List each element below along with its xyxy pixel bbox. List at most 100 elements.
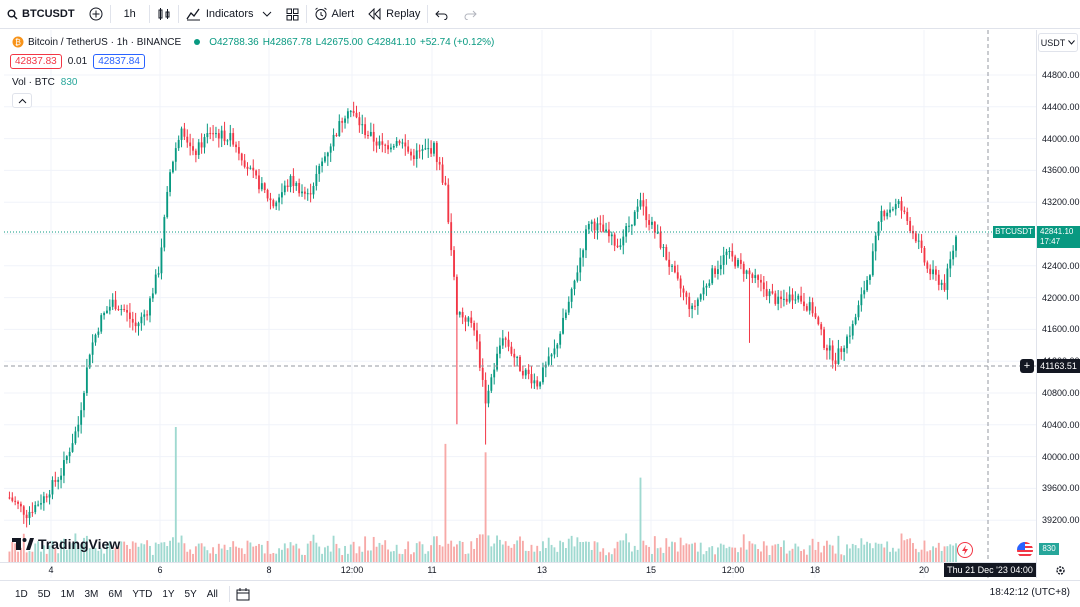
chart-legend: ₿ Bitcoin / TetherUS · 1h · BINANCE O427… — [12, 36, 494, 48]
candle-body — [415, 150, 418, 160]
candle-body — [533, 380, 536, 384]
volume-bar — [258, 543, 260, 562]
candle-body — [519, 356, 521, 371]
volume-bar — [828, 544, 831, 562]
volume-bar — [37, 541, 40, 562]
candle-body — [266, 190, 269, 199]
range-3m[interactable]: 3M — [84, 588, 99, 600]
candle-body — [780, 296, 782, 300]
undo-button[interactable] — [428, 0, 456, 28]
candle-body — [378, 141, 381, 146]
replay-button[interactable]: Replay — [361, 0, 427, 28]
candle-body — [51, 480, 54, 495]
layouts-button[interactable] — [279, 0, 306, 28]
volume-bar — [461, 541, 464, 562]
price-axis[interactable] — [1036, 30, 1080, 578]
price-chart[interactable] — [4, 30, 1036, 578]
volume-bar — [71, 543, 74, 562]
buy-button[interactable]: 42837.84 — [93, 54, 145, 69]
volume-bar — [628, 542, 630, 562]
candle-body — [298, 182, 301, 194]
candle-body — [470, 317, 473, 323]
candle-body — [401, 142, 404, 144]
candle-body — [860, 294, 863, 306]
candle-body — [315, 173, 318, 186]
range-5d[interactable]: 5D — [37, 588, 51, 600]
candle-body — [450, 222, 453, 251]
volume-bar — [636, 549, 639, 562]
candle-body — [91, 342, 94, 355]
indicators-button[interactable]: Indicators — [179, 0, 279, 28]
volume-bar — [625, 533, 628, 562]
volume-bar — [524, 550, 527, 562]
alert-button[interactable]: Alert — [307, 0, 362, 28]
range-5y[interactable]: 5Y — [184, 588, 197, 600]
compare-button[interactable] — [82, 0, 110, 28]
volume-bar — [410, 554, 412, 562]
volume-bar — [745, 549, 748, 562]
volume-bar — [212, 547, 215, 562]
collapse-legend-button[interactable] — [12, 93, 32, 108]
volume-bar — [507, 545, 510, 562]
redo-button[interactable] — [456, 0, 484, 28]
candle-body — [719, 264, 722, 270]
go-to-date-button[interactable] — [236, 587, 250, 601]
volume-bar — [85, 535, 88, 562]
volume-bar — [780, 546, 782, 562]
sell-button[interactable]: 42837.83 — [10, 54, 62, 69]
range-6m[interactable]: 6M — [108, 588, 123, 600]
range-ytd[interactable]: YTD — [132, 588, 153, 600]
chart-type-button[interactable] — [150, 0, 178, 28]
candle-body — [834, 360, 837, 365]
range-1y[interactable]: 1Y — [162, 588, 175, 600]
volume-bar — [739, 547, 742, 562]
volume-bar — [272, 553, 275, 562]
currency-selector[interactable]: USDT — [1038, 33, 1078, 52]
volume-bar — [154, 542, 157, 562]
tradingview-logo[interactable]: TradingView — [12, 536, 120, 552]
candle-body — [685, 292, 688, 297]
volume-bar — [278, 548, 280, 562]
candle-body — [427, 148, 430, 150]
candle-body — [671, 265, 673, 267]
candle-body — [645, 206, 648, 221]
chevron-down-icon — [1068, 40, 1076, 45]
volume-bar — [694, 542, 696, 562]
time-axis[interactable]: 4 6 8 12:00 11 13 15 12:00 18 20 — [0, 562, 1036, 579]
candle-body — [932, 269, 934, 275]
candle-body — [696, 299, 699, 307]
candle-body — [817, 317, 820, 325]
candles-icon — [158, 8, 170, 20]
divider — [427, 5, 429, 23]
chart-settings-button[interactable] — [1052, 562, 1068, 578]
candle-body — [435, 142, 438, 162]
candle-body — [295, 182, 298, 187]
range-1d[interactable]: 1D — [15, 588, 28, 600]
candle-body — [731, 250, 734, 257]
interval-button[interactable]: 1h — [111, 0, 149, 28]
symbol-search[interactable]: BTCUSDT — [0, 0, 82, 28]
range-1m[interactable]: 1M — [60, 588, 75, 600]
candle-body — [946, 268, 949, 290]
candle-body — [768, 291, 771, 297]
volume-bar — [665, 538, 668, 562]
volume-bar — [332, 535, 335, 562]
volume-bar — [303, 554, 306, 562]
candle-body — [203, 137, 206, 148]
add-circle-icon — [89, 7, 103, 21]
candle-body — [169, 172, 171, 192]
candle-body — [37, 504, 40, 506]
volume-bar — [200, 543, 203, 562]
lightning-icon[interactable] — [957, 542, 973, 558]
candle-body — [194, 150, 197, 155]
candle-body — [97, 331, 100, 335]
volume-bar — [863, 544, 866, 562]
candle-body — [143, 314, 146, 317]
add-alert-plus-button[interactable]: + — [1020, 359, 1034, 373]
volume-bar — [364, 536, 367, 562]
range-all[interactable]: All — [206, 588, 218, 600]
volume-bar — [318, 546, 321, 562]
candle-body — [573, 280, 576, 290]
volume-bar — [369, 550, 372, 562]
clock-timezone[interactable]: 18:42:12 (UTC+8) — [989, 587, 1070, 598]
